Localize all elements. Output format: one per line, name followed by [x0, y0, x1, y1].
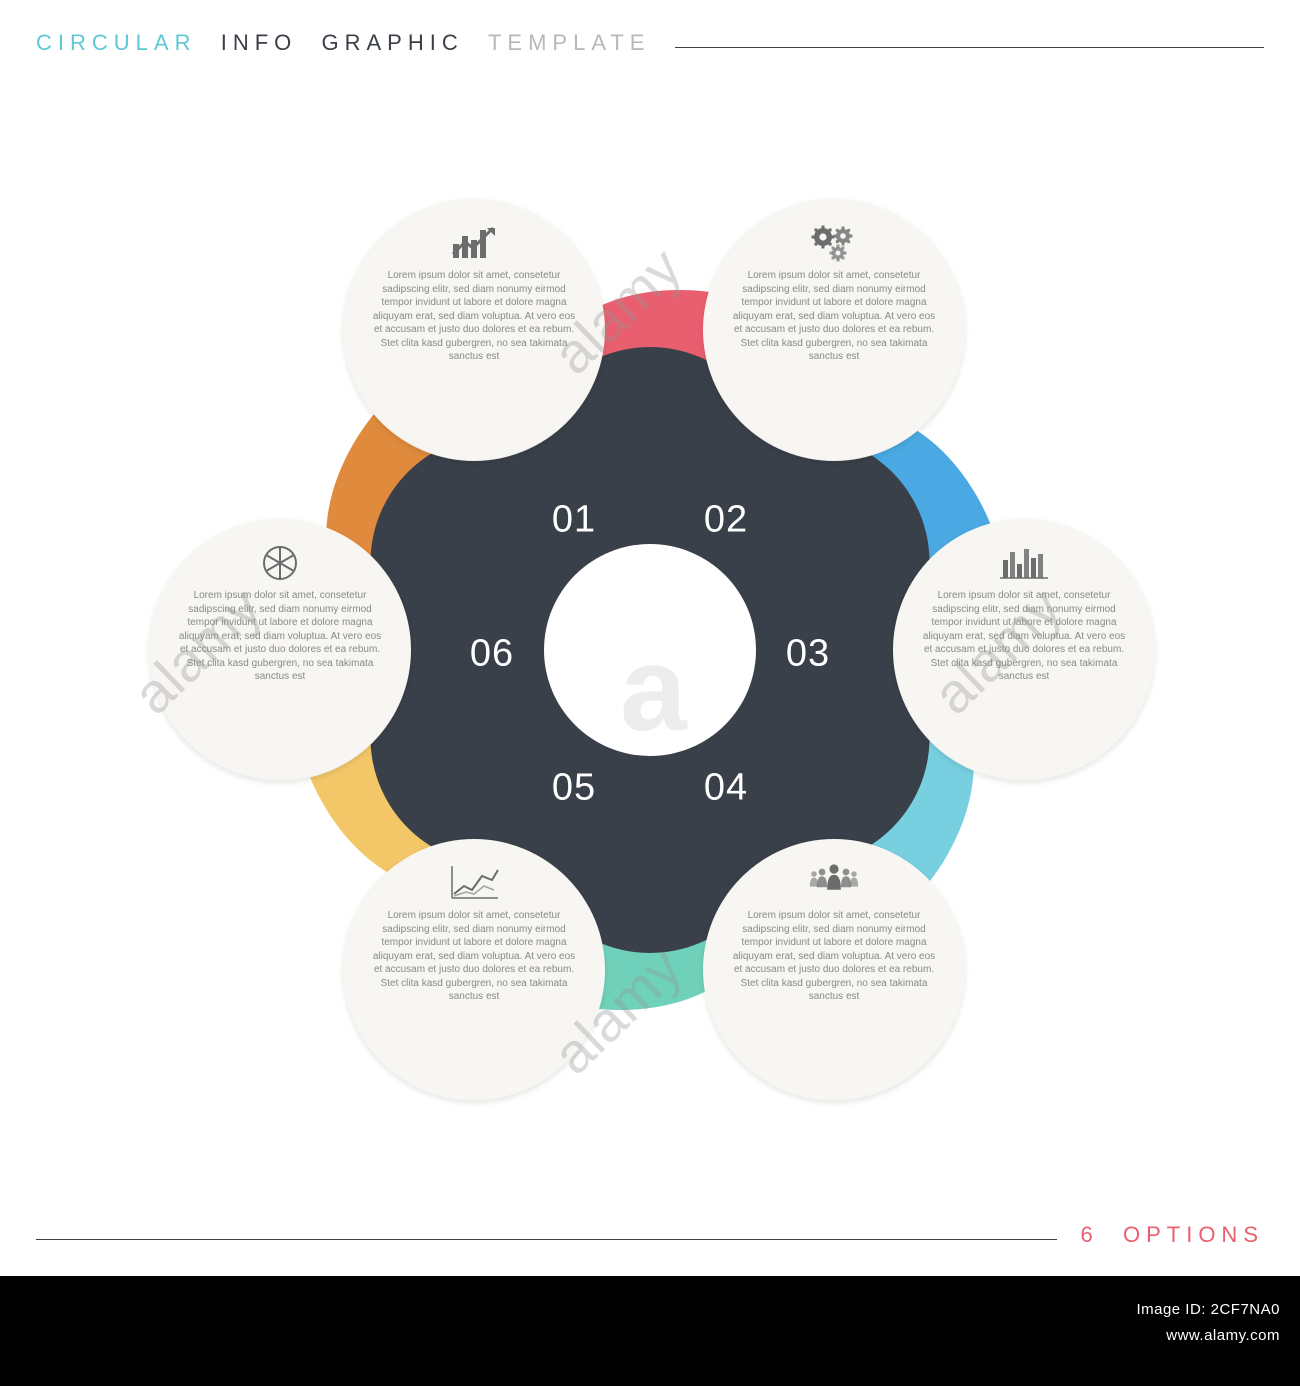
footer-count: 6	[1081, 1222, 1099, 1248]
step-number-01: 01	[552, 499, 596, 542]
pie-icon	[252, 543, 308, 583]
option-body-text: Lorem ipsum dolor sit amet, consetetur s…	[919, 589, 1129, 684]
infographic-stage: 01 02 03 04 05 06 Lorem ipsum dolor sit amet,…	[0, 120, 1300, 1180]
option-card-05: Lorem ipsum dolor sit amet, consetetur s…	[343, 839, 605, 1101]
header: CIRCULAR INFO GRAPHIC TEMPLATE	[36, 30, 1264, 56]
header-word-4: TEMPLATE	[488, 30, 651, 56]
option-card-03: Lorem ipsum dolor sit amet, consetetur s…	[893, 519, 1155, 781]
step-number-02: 02	[704, 499, 748, 542]
option-body-text: Lorem ipsum dolor sit amet, consetetur s…	[175, 589, 385, 684]
footer-label: OPTIONS	[1123, 1222, 1264, 1248]
black-bar	[0, 1276, 1300, 1386]
option-card-04: Lorem ipsum dolor sit amet, consetetur s…	[703, 839, 965, 1101]
step-number-03: 03	[786, 633, 830, 676]
footer: 6 OPTIONS	[36, 1222, 1264, 1248]
chart-arrow-icon	[446, 223, 502, 263]
step-number-04: 04	[704, 767, 748, 810]
footer-rule	[36, 1239, 1057, 1240]
option-card-01: Lorem ipsum dolor sit amet, consetetur s…	[343, 199, 605, 461]
people-icon	[806, 863, 862, 903]
option-body-text: Lorem ipsum dolor sit amet, consetetur s…	[369, 909, 579, 1004]
header-word-3: GRAPHIC	[322, 30, 464, 56]
line-chart-icon	[446, 863, 502, 903]
step-number-05: 05	[552, 767, 596, 810]
option-body-text: Lorem ipsum dolor sit amet, consetetur s…	[729, 269, 939, 364]
header-word-1: CIRCULAR	[36, 30, 196, 56]
option-card-02: Lorem ipsum dolor sit amet, consetetur s…	[703, 199, 965, 461]
image-id-label: Image ID: 2CF7NA0	[1136, 1301, 1280, 1318]
option-body-text: Lorem ipsum dolor sit amet, consetetur s…	[729, 909, 939, 1004]
bars-icon	[996, 543, 1052, 583]
option-body-text: Lorem ipsum dolor sit amet, consetetur s…	[369, 269, 579, 364]
header-word-2: INFO	[221, 30, 298, 56]
image-url-label: www.alamy.com	[1166, 1327, 1280, 1344]
center-hole	[544, 544, 756, 756]
header-rule	[675, 47, 1265, 48]
step-number-06: 06	[470, 633, 514, 676]
option-card-06: Lorem ipsum dolor sit amet, consetetur s…	[149, 519, 411, 781]
gears-icon	[806, 223, 862, 263]
